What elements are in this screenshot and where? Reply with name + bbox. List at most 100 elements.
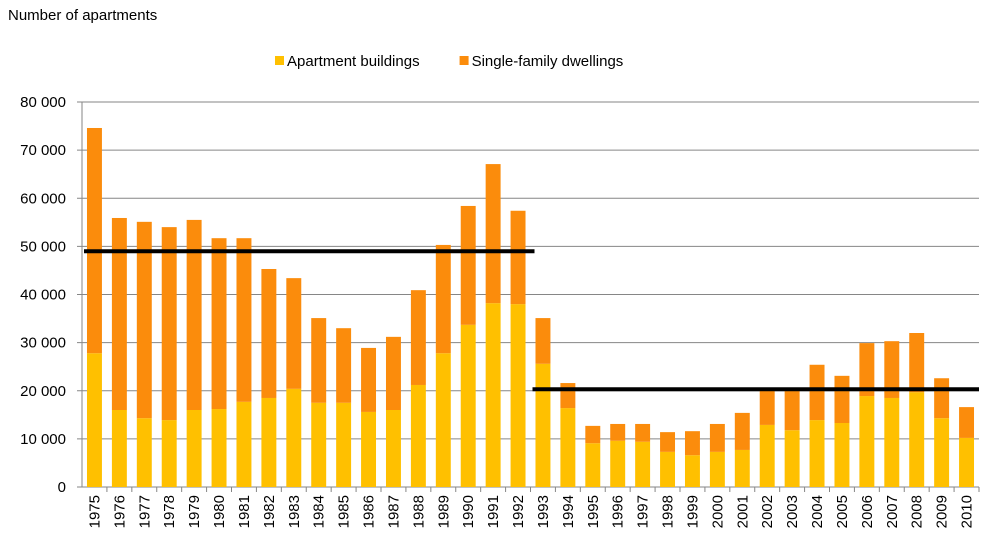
x-tick-label: 1978: [161, 495, 178, 528]
x-tick-label: 1989: [435, 495, 452, 528]
bar-segment: [834, 422, 850, 487]
legend-swatch: [275, 56, 284, 65]
bar-segment: [560, 383, 576, 409]
bar-segment: [186, 410, 202, 487]
bar-segment: [610, 423, 626, 441]
bar-segment: [136, 418, 152, 487]
bar-segment: [585, 443, 601, 487]
bar-segment: [410, 290, 426, 385]
bar-segment: [959, 437, 975, 487]
x-tick-label: 2007: [884, 495, 901, 528]
bar-segment: [186, 219, 202, 410]
bar-segment: [86, 127, 102, 354]
x-tick-label: 1988: [410, 495, 427, 528]
x-tick-label: 2006: [859, 495, 876, 528]
x-tick-label: 1994: [560, 495, 577, 528]
bar-segment: [435, 244, 451, 354]
legend-swatch: [459, 56, 469, 65]
x-tick-label: 1979: [186, 495, 203, 528]
legend-label: Single-family dwellings: [472, 53, 624, 70]
bar-segment: [111, 410, 127, 487]
bar-segment: [361, 347, 377, 412]
x-tick-label: 2002: [759, 495, 776, 528]
x-tick-label: 2005: [834, 495, 851, 528]
x-tick-label: 1985: [336, 495, 353, 528]
x-tick-label: 2003: [784, 495, 801, 528]
bar-segment: [734, 449, 750, 487]
x-tick-label: 1995: [585, 495, 602, 528]
chart-title: Number of apartments: [8, 7, 157, 24]
bar-segment: [111, 217, 127, 410]
x-tick-label: 2001: [734, 495, 751, 528]
x-tick-label: 1986: [361, 495, 378, 528]
bar-segment: [684, 431, 700, 456]
x-tick-label: 1997: [635, 495, 652, 528]
bar-segment: [161, 227, 177, 421]
bar-segment: [311, 402, 327, 487]
bar-segment: [311, 318, 327, 403]
bar-segment: [959, 407, 975, 438]
x-tick-label: 1998: [660, 495, 677, 528]
x-tick-label: 2004: [809, 495, 826, 528]
x-tick-label: 1984: [311, 495, 328, 528]
x-tick-label: 1983: [286, 495, 303, 528]
x-tick-label: 1987: [385, 495, 402, 528]
bar-segment: [460, 324, 476, 487]
x-tick-label: 1991: [485, 495, 502, 528]
bar-segment: [909, 392, 925, 487]
x-tick-label: 1982: [261, 495, 278, 528]
bar-segment: [336, 328, 352, 403]
bar-segment: [211, 409, 227, 487]
bar-segment: [286, 278, 302, 389]
bar-segment: [211, 238, 227, 410]
bar-segment: [660, 432, 676, 452]
x-tick-label: 1981: [236, 495, 253, 528]
bar-segment: [261, 268, 277, 398]
bar-segment: [236, 238, 252, 402]
y-tick-label: 10 000: [20, 431, 66, 448]
y-tick-label: 60 000: [20, 190, 66, 207]
bar-segment: [410, 384, 426, 487]
bar-segment: [884, 397, 900, 487]
bar-segment: [759, 424, 775, 487]
y-tick-label: 30 000: [20, 335, 66, 352]
bar-segment: [161, 420, 177, 487]
bar-segment: [859, 396, 875, 487]
bar-segment: [385, 336, 401, 410]
bar-segment: [934, 418, 950, 487]
bar-segment: [859, 343, 875, 397]
x-tick-label: 1996: [610, 495, 627, 528]
bar-segment: [709, 423, 725, 452]
x-tick-label: 1980: [211, 495, 228, 528]
legend-label: Apartment buildings: [287, 53, 420, 70]
bar-segment: [336, 402, 352, 487]
bar-segment: [510, 304, 526, 487]
bar-segment: [286, 388, 302, 487]
y-tick-label: 80 000: [20, 94, 66, 111]
bar-segment: [86, 353, 102, 487]
bar-segment: [435, 353, 451, 487]
bar-segment: [136, 221, 152, 419]
x-tick-label: 1992: [510, 495, 527, 528]
x-tick-label: 1990: [460, 495, 477, 528]
bar-segment: [485, 164, 501, 304]
bar-segment: [560, 408, 576, 487]
bar-segment: [361, 411, 377, 487]
bar-segment: [535, 363, 551, 487]
bar-segment: [709, 451, 725, 487]
y-tick-label: 20 000: [20, 383, 66, 400]
x-tick-label: 2000: [709, 495, 726, 528]
bar-segment: [635, 441, 651, 487]
bar-segment: [510, 210, 526, 305]
bar-segment: [460, 205, 476, 325]
bar-segment: [884, 341, 900, 398]
bar-segment: [485, 303, 501, 487]
bar-segment: [236, 401, 252, 487]
y-tick-label: 40 000: [20, 287, 66, 304]
bar-segment: [660, 451, 676, 487]
bar-segment: [684, 455, 700, 487]
bar-segment: [809, 420, 825, 487]
bar-segment: [909, 333, 925, 393]
